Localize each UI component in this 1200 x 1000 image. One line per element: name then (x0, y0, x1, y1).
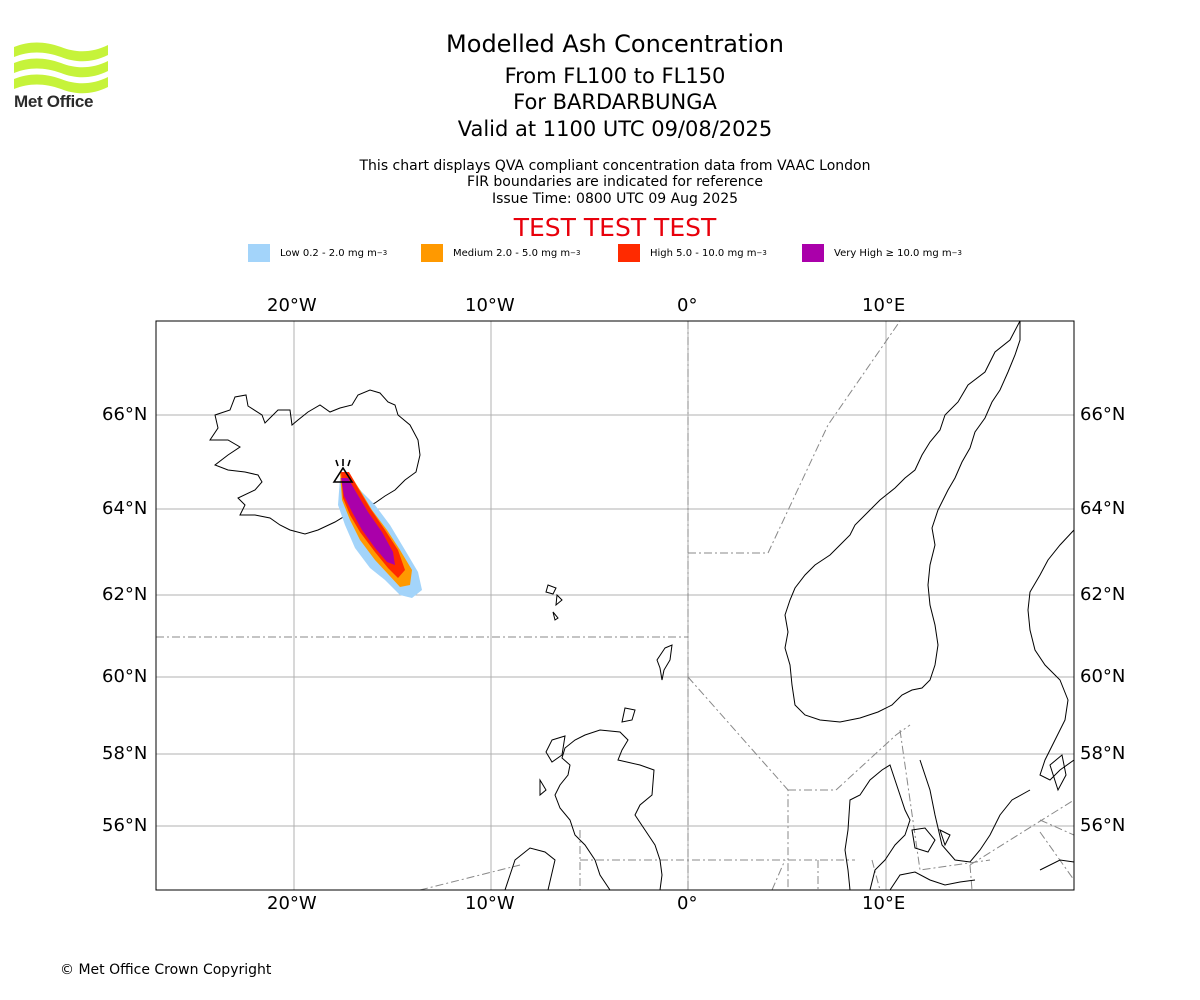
norway-coast (784, 321, 1021, 723)
legend-label-medium: Medium 2.0 - 5.0 mg m (453, 247, 571, 259)
britain-coast (554, 729, 663, 890)
lon-label-top-10w: 10°W (465, 295, 515, 316)
coastlines (209, 321, 1074, 890)
legend-item-high: High 5.0 - 10.0 mg m −3 (618, 244, 767, 262)
legend-swatch-medium (421, 244, 443, 262)
iceland-coast (209, 389, 421, 535)
baltic-coast (1039, 859, 1074, 871)
shetland-islands (656, 644, 673, 681)
lat-label-left-56n: 56°N (102, 815, 148, 836)
lon-label-top-0: 0° (677, 295, 698, 316)
lat-label-right-66n: 66°N (1080, 404, 1126, 425)
legend-label-high: High 5.0 - 10.0 mg m (650, 247, 757, 259)
lat-label-left-58n: 58°N (102, 743, 148, 764)
legend-item-very-high: Very High ≥ 10.0 mg m −3 (802, 244, 962, 262)
legend-item-low: Low 0.2 - 2.0 mg m −3 (248, 244, 387, 262)
legend-swatch-high (618, 244, 640, 262)
legend-label-low: Low 0.2 - 2.0 mg m (280, 247, 377, 259)
lat-label-right-62n: 62°N (1080, 584, 1126, 605)
notes-line-2: FIR boundaries are indicated for referen… (467, 174, 763, 190)
issue-time: Issue Time: 0800 UTC 09 Aug 2025 (491, 191, 739, 207)
lon-label-bottom-10e: 10°E (862, 893, 906, 914)
sweden-coast (1027, 529, 1074, 781)
lat-label-left-66n: 66°N (102, 404, 148, 425)
faroe-islands (545, 584, 563, 621)
volcano-marker-icon (332, 459, 354, 483)
denmark-coast (844, 764, 911, 890)
lat-label-left-62n: 62°N (102, 584, 148, 605)
copyright-notice: © Met Office Crown Copyright (60, 962, 272, 978)
lat-label-left-60n: 60°N (102, 666, 148, 687)
lat-label-right-60n: 60°N (1080, 666, 1126, 687)
graticule (156, 321, 1074, 890)
lon-label-top-10e: 10°E (862, 295, 906, 316)
hebrides-islands (539, 735, 566, 797)
notes-line-1: This chart displays QVA compliant concen… (359, 158, 871, 174)
legend-label-very-high: Very High ≥ 10.0 mg m (834, 247, 952, 259)
continent-coast (889, 871, 976, 890)
legend: Low 0.2 - 2.0 mg m −3 Medium 2.0 - 5.0 mg… (248, 244, 1008, 264)
valid-time-subtitle: Valid at 1100 UTC 09/08/2025 (457, 117, 773, 141)
south-sweden-coast (919, 759, 1031, 863)
lat-label-right-64n: 64°N (1080, 498, 1126, 519)
legend-sup-high: −3 (756, 249, 767, 257)
danish-islands (911, 827, 951, 853)
orkney-islands (621, 707, 636, 723)
legend-sup-medium: −3 (570, 249, 581, 257)
legend-item-medium: Medium 2.0 - 5.0 mg m −3 (421, 244, 580, 262)
legend-swatch-very-high (802, 244, 824, 262)
flight-level-subtitle: From FL100 to FL150 (504, 64, 726, 88)
lat-label-left-64n: 64°N (102, 498, 148, 519)
ash-plume (338, 472, 422, 598)
test-banner: TEST TEST TEST (513, 213, 717, 242)
met-office-wordmark: Met Office (14, 92, 94, 111)
lon-label-top-20w: 20°W (267, 295, 317, 316)
chart-title: Modelled Ash Concentration (446, 30, 784, 58)
volcano-subtitle: For BARDARBUNGA (513, 90, 717, 114)
lon-label-bottom-0: 0° (677, 893, 698, 914)
plume-very-high (341, 478, 395, 565)
lat-label-right-58n: 58°N (1080, 743, 1126, 764)
ireland-coast (504, 847, 556, 890)
lon-label-bottom-20w: 20°W (267, 893, 317, 914)
gotland-coast (1049, 754, 1067, 792)
map-frame (155, 320, 1075, 891)
legend-swatch-low (248, 244, 270, 262)
legend-sup-very-high: −3 (951, 249, 962, 257)
lat-label-right-56n: 56°N (1080, 815, 1126, 836)
met-office-logo (14, 42, 108, 94)
lon-label-bottom-10w: 10°W (465, 893, 515, 914)
fir-boundaries (156, 321, 1074, 890)
legend-sup-low: −3 (376, 249, 388, 257)
